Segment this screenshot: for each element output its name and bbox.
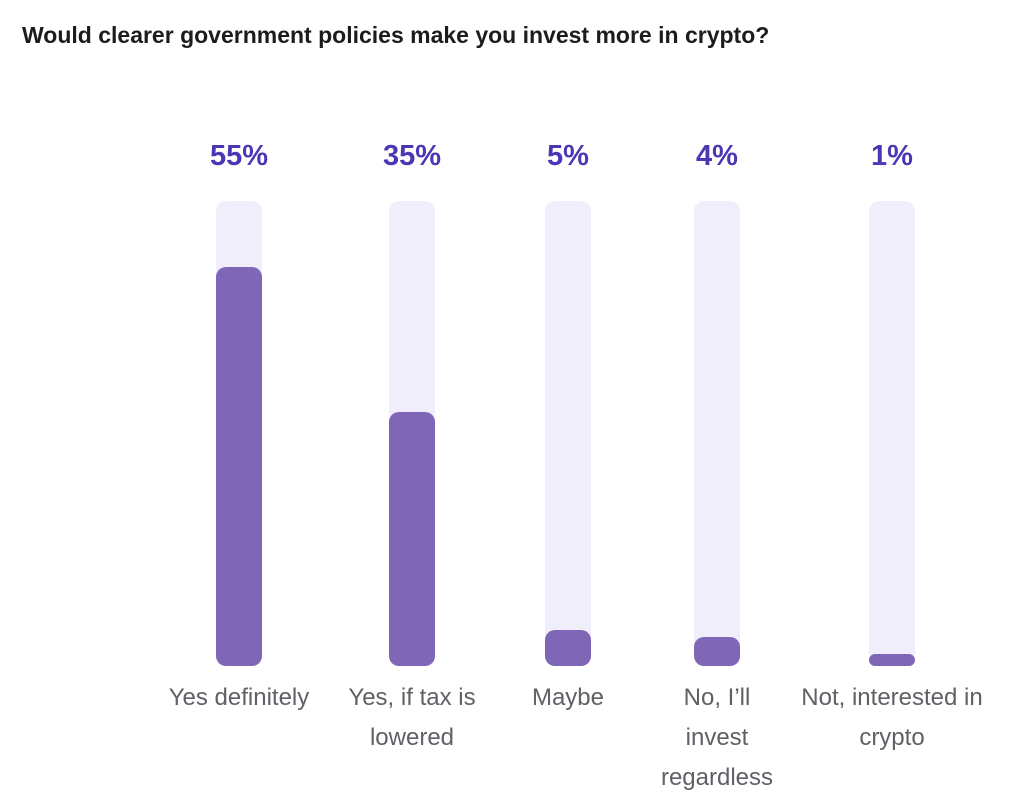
- bar: [869, 654, 915, 666]
- bar: [545, 629, 591, 666]
- bar: [694, 637, 740, 666]
- bar: [216, 267, 262, 666]
- bar-track: [694, 201, 740, 666]
- bar: [389, 412, 435, 666]
- category-label: No, I’ll invest regardless: [660, 684, 774, 791]
- category-label: Not, interested in crypto: [801, 684, 983, 751]
- category-label: Yes, if tax is lowered: [348, 684, 476, 751]
- value-label: 4%: [696, 140, 738, 172]
- chart-title: Would clearer government policies make y…: [22, 22, 770, 48]
- value-label: 35%: [382, 140, 442, 172]
- bar-track: [869, 201, 915, 666]
- category-label: Maybe: [531, 684, 605, 711]
- category-label: Yes definitely: [168, 684, 310, 711]
- value-label: 1%: [871, 140, 913, 172]
- bar-track: [545, 201, 591, 666]
- value-label: 55%: [209, 140, 269, 172]
- value-label: 5%: [547, 140, 589, 172]
